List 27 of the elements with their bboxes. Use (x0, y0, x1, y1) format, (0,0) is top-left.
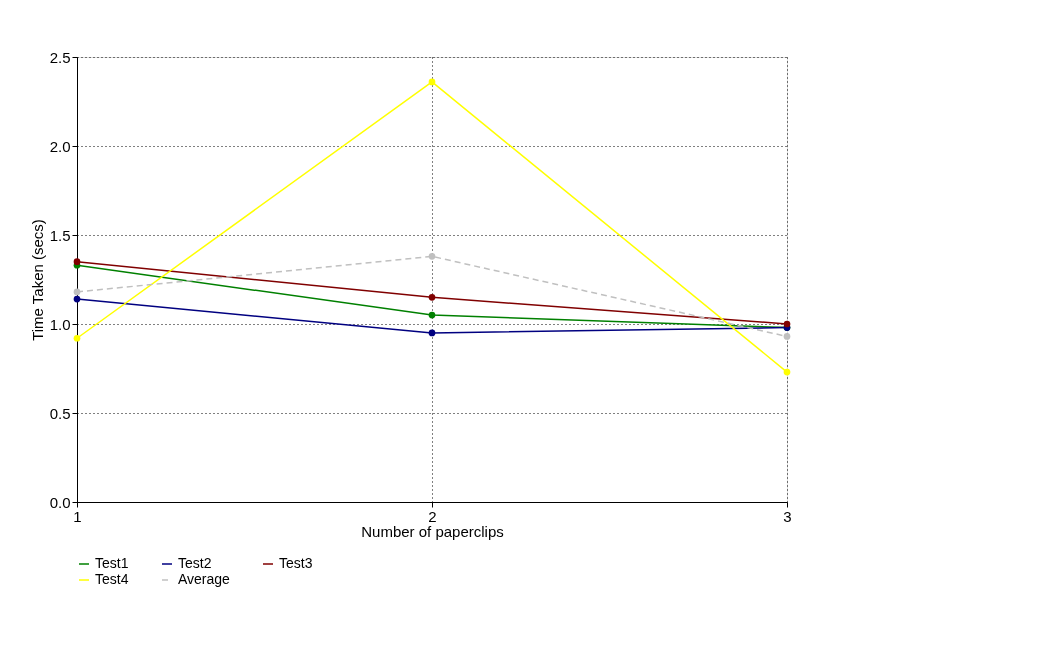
point (428, 329, 436, 337)
legend-label: Test2 (178, 555, 212, 571)
point (73, 334, 81, 342)
x-tick-label: 2 (428, 507, 437, 525)
point (428, 78, 436, 86)
point (428, 253, 436, 260)
y-tick-label: 2.5 (49, 48, 71, 66)
point (73, 295, 81, 303)
point (428, 311, 436, 319)
x-axis-title: Number of paperclips (361, 522, 504, 540)
y-tick-label: 1.5 (49, 226, 71, 244)
point (783, 333, 791, 340)
x-tick-label: 1 (73, 507, 82, 525)
y-tick-label: 0.5 (49, 404, 71, 422)
point (428, 293, 436, 301)
legend-label: Test1 (95, 555, 129, 571)
y-tick-label: 1.0 (49, 315, 71, 333)
y-tick-label: 2.0 (49, 137, 71, 155)
x-tick-label: 3 (783, 507, 792, 525)
legend-label: Average (178, 571, 231, 587)
legend-label: Test4 (95, 571, 129, 587)
point (783, 368, 791, 376)
legend-label: Test3 (279, 555, 313, 571)
point (783, 320, 791, 328)
y-tick-label: 0.0 (49, 493, 71, 511)
point (73, 288, 81, 296)
y-axis-title: Time Taken (secs) (28, 219, 46, 341)
